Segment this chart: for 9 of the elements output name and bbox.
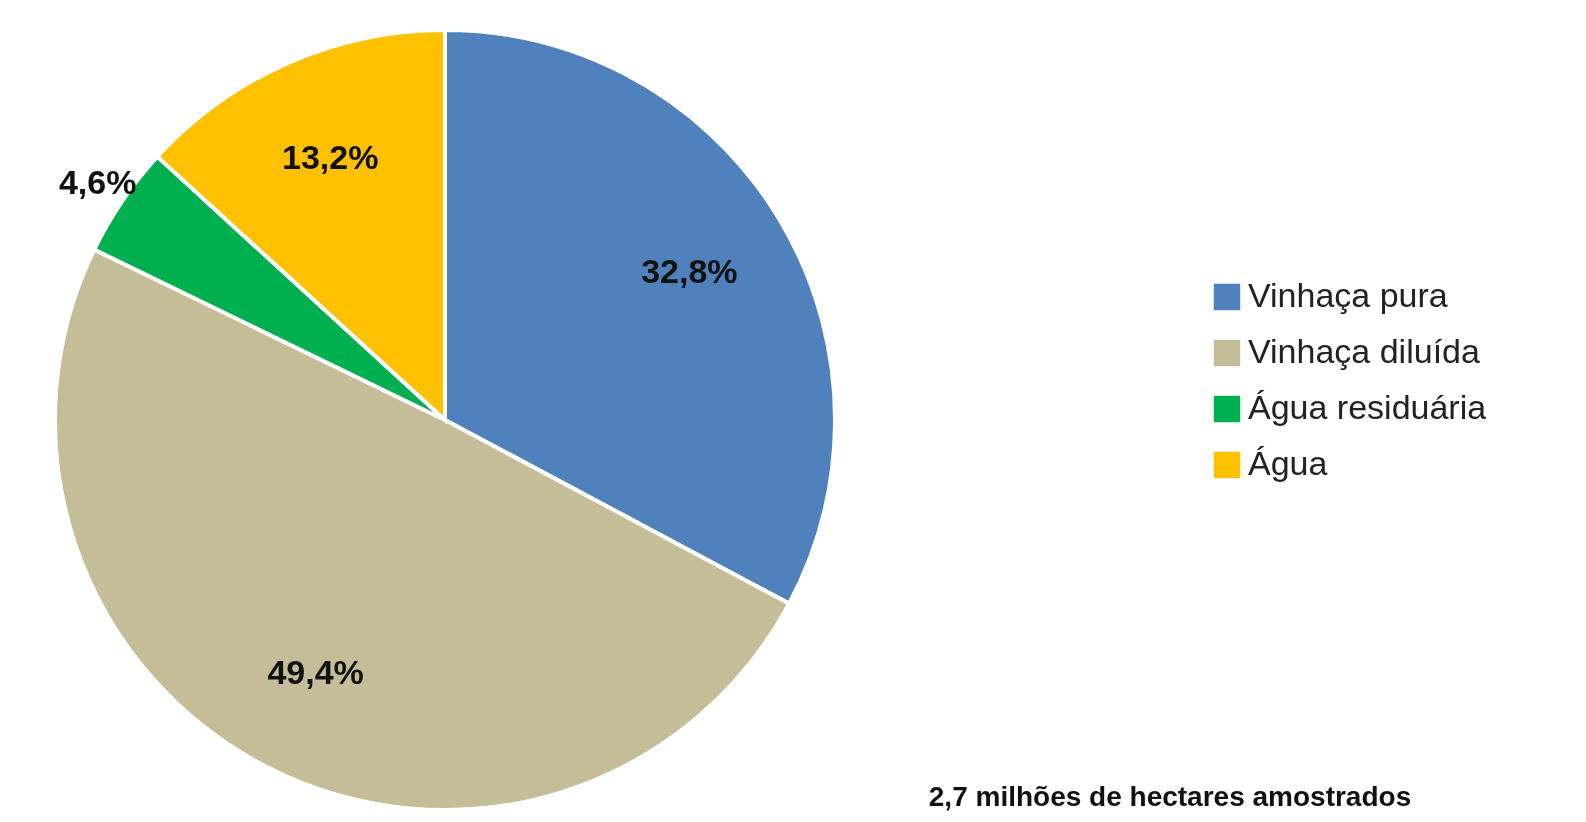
legend-label: Água residuária: [1248, 388, 1487, 426]
data-label: 32,8%: [641, 252, 738, 291]
data-label: 13,2%: [281, 138, 379, 177]
text: 2,7 milhões de hectares amostrados: [928, 781, 1412, 812]
legend-label: Água: [1248, 444, 1328, 482]
legend-label: Vinhaça pura: [1248, 276, 1448, 314]
legend-label: Vinhaça diluída: [1248, 332, 1480, 370]
data-label: 49,4%: [267, 652, 364, 691]
data-label: 4,6%: [58, 162, 137, 201]
